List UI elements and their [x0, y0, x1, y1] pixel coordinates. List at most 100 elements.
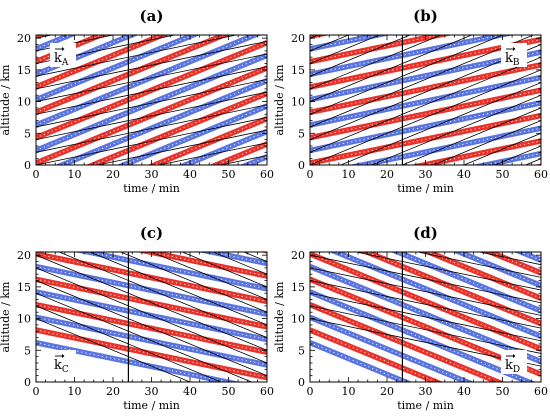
black-phase-line: [150, 252, 267, 300]
x-tick-label: 50: [496, 168, 510, 181]
x-tick-label: 10: [342, 168, 356, 181]
black-phase-line: [95, 129, 267, 165]
black-phase-line: [310, 35, 473, 102]
wave-vector-label: kB: [501, 43, 527, 68]
black-phase-line: [212, 252, 267, 275]
band-marker-dots: [310, 89, 541, 139]
wave-vector-subscript: C: [62, 365, 69, 375]
x-axis-label: time / min: [123, 399, 180, 412]
x-tick-label: 30: [419, 168, 433, 181]
x-tick-label: 10: [68, 385, 82, 398]
vector-arrowhead-icon: [62, 47, 65, 51]
x-tick-label: 20: [380, 385, 394, 398]
y-tick-label: 20: [291, 249, 305, 262]
black-phase-line: [310, 35, 412, 77]
y-axis-label: altitude / km: [273, 64, 286, 135]
band-marker-dots: [360, 127, 541, 165]
black-phase-line: [310, 292, 541, 342]
wave-vector-subscript: B: [513, 58, 520, 68]
black-phase-line: [354, 252, 541, 291]
y-tick-label: 0: [298, 376, 305, 389]
band-marker-dots: [310, 51, 541, 101]
x-tick-label: 0: [33, 385, 40, 398]
x-tick-label: 50: [496, 385, 510, 398]
black-phase-line: [36, 254, 267, 351]
y-tick-label: 15: [17, 281, 31, 294]
wave-vector-label: kD: [501, 350, 527, 375]
x-tick-label: 30: [419, 385, 433, 398]
label-box: [501, 350, 527, 374]
wave-vector-label: kA: [50, 43, 76, 68]
x-tick-label: 0: [307, 168, 314, 181]
black-phase-line: [36, 66, 267, 115]
y-tick-label: 5: [298, 127, 305, 140]
y-tick-label: 0: [24, 159, 31, 172]
black-phase-line: [462, 132, 541, 165]
band-marker-dots: [310, 102, 541, 151]
y-tick-label: 5: [298, 344, 305, 357]
x-tick-label: 40: [183, 168, 197, 181]
y-tick-label: 15: [17, 64, 31, 77]
black-phase-line: [36, 53, 267, 102]
panel-title: (a): [140, 7, 164, 25]
y-tick-label: 5: [24, 127, 31, 140]
black-phase-line: [36, 117, 267, 165]
blue-band-line: [178, 128, 267, 165]
x-tick-label: 40: [457, 385, 471, 398]
black-phase-line: [310, 280, 541, 329]
label-box: [50, 350, 76, 374]
x-tick-label: 20: [106, 168, 120, 181]
black-phase-line: [36, 267, 267, 364]
label-box: [501, 43, 527, 67]
x-tick-label: 40: [183, 385, 197, 398]
black-phase-line: [181, 252, 267, 288]
black-phase-line: [58, 252, 267, 338]
blue-band-line: [310, 314, 475, 382]
y-tick-label: 0: [24, 376, 31, 389]
x-tick-label: 0: [33, 168, 40, 181]
wave-vector-label: kC: [50, 350, 76, 375]
black-phase-line: [310, 267, 541, 316]
band-marker-dots: [310, 77, 541, 126]
black-phase-line: [310, 56, 541, 153]
black-phase-line: [310, 305, 541, 354]
band-marker-dots: [310, 115, 541, 164]
y-tick-label: 20: [291, 32, 305, 45]
black-phase-line: [310, 69, 541, 165]
y-tick-label: 10: [291, 313, 305, 326]
blue-band-line: [310, 340, 413, 382]
red-band-line: [147, 116, 267, 165]
wave-lines: [310, 35, 541, 165]
red-band-line: [310, 302, 506, 382]
y-tick-label: 10: [17, 96, 31, 109]
y-tick-label: 10: [291, 96, 305, 109]
black-phase-line: [88, 252, 267, 326]
x-tick-label: 60: [534, 168, 548, 181]
black-phase-line: [401, 107, 541, 165]
black-phase-line: [36, 40, 267, 90]
black-phase-line: [432, 120, 541, 165]
blue-band-line: [310, 35, 392, 52]
vector-arrowhead-icon: [513, 47, 516, 51]
y-axis-label: altitude / km: [0, 281, 12, 352]
x-tick-label: 50: [222, 385, 236, 398]
y-tick-label: 15: [291, 281, 305, 294]
black-phase-line: [310, 35, 381, 64]
y-axis-label: altitude / km: [273, 281, 286, 352]
x-tick-label: 30: [145, 385, 159, 398]
black-phase-line: [370, 94, 541, 165]
panel-title: (d): [413, 224, 438, 242]
vector-arrowhead-icon: [513, 354, 516, 358]
y-tick-label: 5: [24, 344, 31, 357]
x-tick-label: 60: [260, 168, 274, 181]
x-tick-label: 50: [222, 168, 236, 181]
y-tick-label: 20: [17, 32, 31, 45]
black-phase-line: [310, 35, 442, 90]
vector-arrowhead-icon: [62, 354, 65, 358]
y-axis-label: altitude / km: [0, 64, 12, 135]
x-tick-label: 10: [342, 385, 356, 398]
panel-title: (c): [140, 224, 163, 242]
